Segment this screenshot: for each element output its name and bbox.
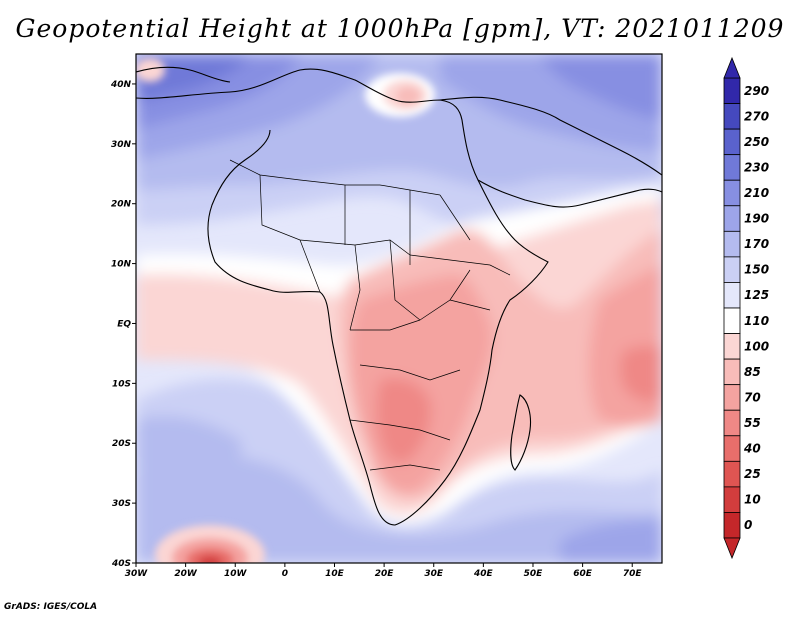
y-tick-label: 20N [111,200,132,210]
colorbar-swatch [723,409,741,437]
x-axis: 30W 20W 10W 0 10E 20E 30E 40E 50E 60E 70E [125,563,643,579]
colorbar-label: 70 [744,390,761,404]
x-tick-label: 20E [375,569,395,579]
colorbar-swatch [723,154,741,181]
colorbar-swatch [723,256,741,283]
x-tick-label: 10W [224,569,248,579]
colorbar-swatch [723,128,741,156]
colorbar-swatch [723,205,741,232]
colorbar-label: 250 [744,135,769,149]
x-tick-label: 40E [473,569,494,579]
colorbar-label: 10 [744,493,761,507]
colorbar-swatch [723,103,741,130]
colorbar-swatch [723,307,741,334]
colorbar-swatch [723,358,741,386]
colorbar-swatch [723,435,741,462]
x-tick-label: 30W [125,569,149,579]
colorbar-max-triangle [723,56,741,79]
y-axis: 40N 30N 20N 10N EQ 10S 20S 30S 40S [110,80,136,569]
colorbar-swatch [723,486,741,513]
y-tick-label: 10S [112,379,131,389]
colorbar: 2902702502302101901701501251101008570554… [723,56,769,560]
country-borders [229,159,511,471]
colorbar-label: 85 [744,365,761,379]
colorbar-swatch [723,179,741,207]
colorbar-label: 270 [744,109,769,123]
colorbar-label: 125 [744,288,769,302]
colorbar-swatch [723,230,741,258]
coastlines [136,66,662,526]
colorbar-label: 230 [744,160,769,174]
x-tick-label: 10E [325,569,345,579]
colorbar-swatch [723,333,741,360]
colorbar-label: 210 [744,186,769,200]
colorbar-label: 55 [744,416,761,430]
colorbar-label: 190 [744,212,769,226]
y-tick-label: 40S [111,559,131,569]
colorbar-swatch [723,384,741,411]
x-tick-label: 60E [573,569,593,579]
colorbar-label: 25 [744,467,761,481]
y-tick-label: 30S [112,499,131,509]
y-tick-label: 20S [112,439,131,449]
colorbar-swatch [723,282,741,309]
colorbar-min-triangle [723,537,741,560]
colorbar-swatch [723,512,741,539]
colorbar-label: 290 [744,84,769,98]
x-tick-label: 20W [174,569,198,579]
colorbar-label: 100 [744,339,769,353]
x-tick-label: 0 [282,569,288,579]
colorbar-label: 0 [744,518,752,532]
colorbar-label: 110 [744,314,769,328]
y-tick-label: 40N [110,80,132,90]
x-tick-label: 50E [524,569,544,579]
footer-credit: GrADS: IGES/COLA [4,602,98,612]
y-tick-label: 10N [111,260,132,270]
colorbar-label: 170 [744,237,769,251]
colorbar-label: 150 [744,263,769,277]
map-frame [135,53,663,564]
colorbar-swatch [723,77,741,104]
field-shading [136,54,662,563]
y-tick-label: EQ [117,319,131,329]
colorbar-swatch [723,460,741,488]
colorbar-label: 40 [743,442,761,456]
y-tick-label: 30N [111,140,132,150]
chart-title: Geopotential Height at 1000hPa [gpm], VT… [15,14,785,43]
x-tick-label: 70E [623,569,643,579]
x-tick-label: 30E [424,569,444,579]
